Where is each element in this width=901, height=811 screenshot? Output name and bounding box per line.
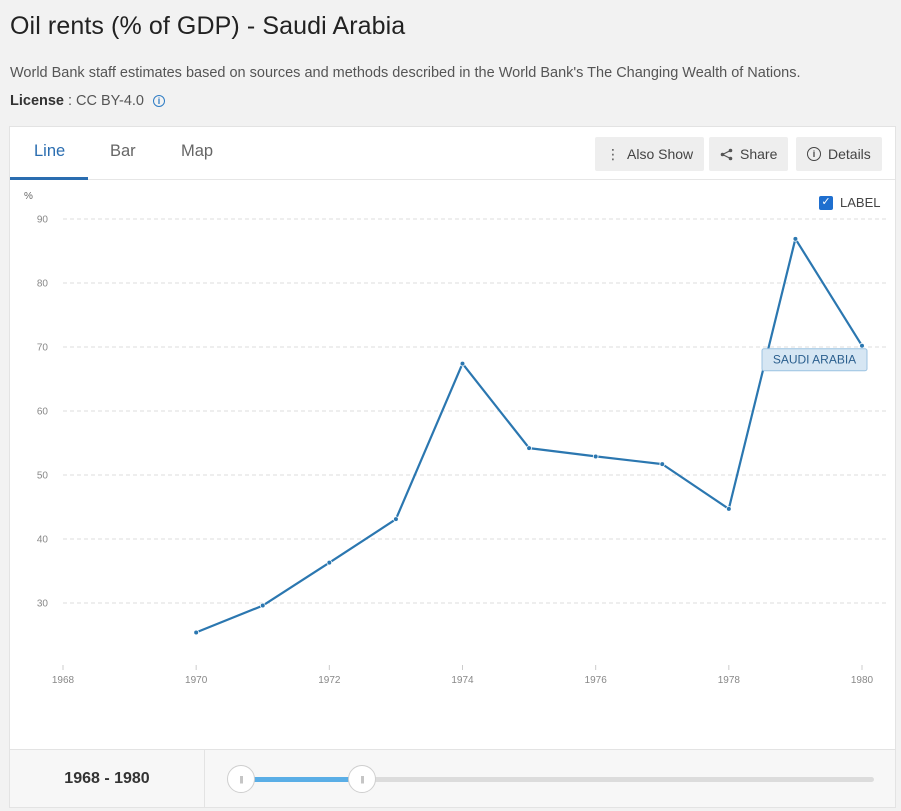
year-range-label: 1968 - 1980 xyxy=(10,750,205,807)
y-tick-label: 50 xyxy=(37,471,49,482)
series-label: SAUDI ARABIA xyxy=(773,353,856,367)
tab-bar: Line Bar Map ⋮ Also Show Share i Details xyxy=(10,127,895,180)
series-line xyxy=(195,237,863,634)
tab-line[interactable]: Line xyxy=(34,142,66,160)
range-footer: 1968 - 1980 ||| ||| xyxy=(10,749,895,807)
y-tick-label: 80 xyxy=(37,279,49,290)
license-row: License : CC BY-4.0 i xyxy=(10,93,165,109)
year-slider-track[interactable] xyxy=(242,777,874,782)
label-toggle[interactable]: ✓ LABEL xyxy=(819,195,880,210)
also-show-button[interactable]: ⋮ Also Show xyxy=(595,137,705,171)
y-tick-label: 70 xyxy=(37,343,49,354)
data-point xyxy=(193,629,199,636)
slider-start-handle[interactable]: ||| xyxy=(227,765,255,793)
share-button[interactable]: Share xyxy=(709,137,789,171)
details-label: Details xyxy=(828,146,871,162)
tab-map[interactable]: Map xyxy=(181,142,214,160)
chart-area: % 30 40 50 60 70 80 90 1968 1970 1972 1974 1976 1978 1… xyxy=(10,181,895,747)
data-point xyxy=(859,342,865,349)
year-slider-fill xyxy=(242,777,362,782)
details-info-icon: i xyxy=(807,147,821,161)
y-tick-label: 60 xyxy=(37,407,49,418)
chart-card: Line Bar Map ⋮ Also Show Share i Details… xyxy=(9,126,896,808)
also-show-label: Also Show xyxy=(627,146,694,162)
tab-bar-chart[interactable]: Bar xyxy=(110,142,136,160)
page-title: Oil rents (% of GDP) - Saudi Arabia xyxy=(10,12,406,40)
x-tick-label: 1980 xyxy=(851,675,874,686)
details-button[interactable]: i Details xyxy=(796,137,882,171)
series-label-box xyxy=(761,348,868,372)
data-point xyxy=(259,602,266,609)
label-toggle-text: LABEL xyxy=(840,195,881,210)
data-point xyxy=(459,360,466,367)
data-point xyxy=(526,445,532,451)
source-note: World Bank staff estimates based on sour… xyxy=(10,65,801,81)
more-vertical-icon: ⋮ xyxy=(606,145,620,162)
data-point xyxy=(326,559,333,566)
x-tick-label: 1978 xyxy=(718,675,741,686)
x-tick-label: 1974 xyxy=(451,675,474,686)
y-tick-label: 40 xyxy=(37,535,49,546)
data-point xyxy=(726,506,732,512)
x-tick-label: 1968 xyxy=(52,675,75,686)
y-axis-unit-label: % xyxy=(24,191,33,202)
data-point xyxy=(659,461,666,467)
x-tick-label: 1970 xyxy=(185,675,208,686)
share-icon xyxy=(720,148,733,161)
label-checkbox[interactable]: ✓ xyxy=(819,195,833,210)
y-tick-label: 90 xyxy=(37,215,49,226)
x-tick-label: 1976 xyxy=(585,675,608,686)
license-label: License xyxy=(10,93,64,109)
license-separator: : xyxy=(68,93,73,109)
y-tick-label: 30 xyxy=(37,599,49,610)
license-value: CC BY-4.0 xyxy=(76,93,144,109)
line-chart: % 30 40 50 60 70 80 90 1968 1970 1972 1974 1976 1978 1… xyxy=(24,191,886,686)
data-point xyxy=(592,453,599,460)
active-tab-indicator xyxy=(10,177,88,180)
slider-end-handle[interactable]: ||| xyxy=(348,765,376,793)
data-point xyxy=(792,236,799,242)
data-point xyxy=(393,516,399,522)
x-tick-label: 1972 xyxy=(318,675,341,686)
share-label: Share xyxy=(740,146,778,162)
info-icon[interactable]: i xyxy=(153,95,165,107)
